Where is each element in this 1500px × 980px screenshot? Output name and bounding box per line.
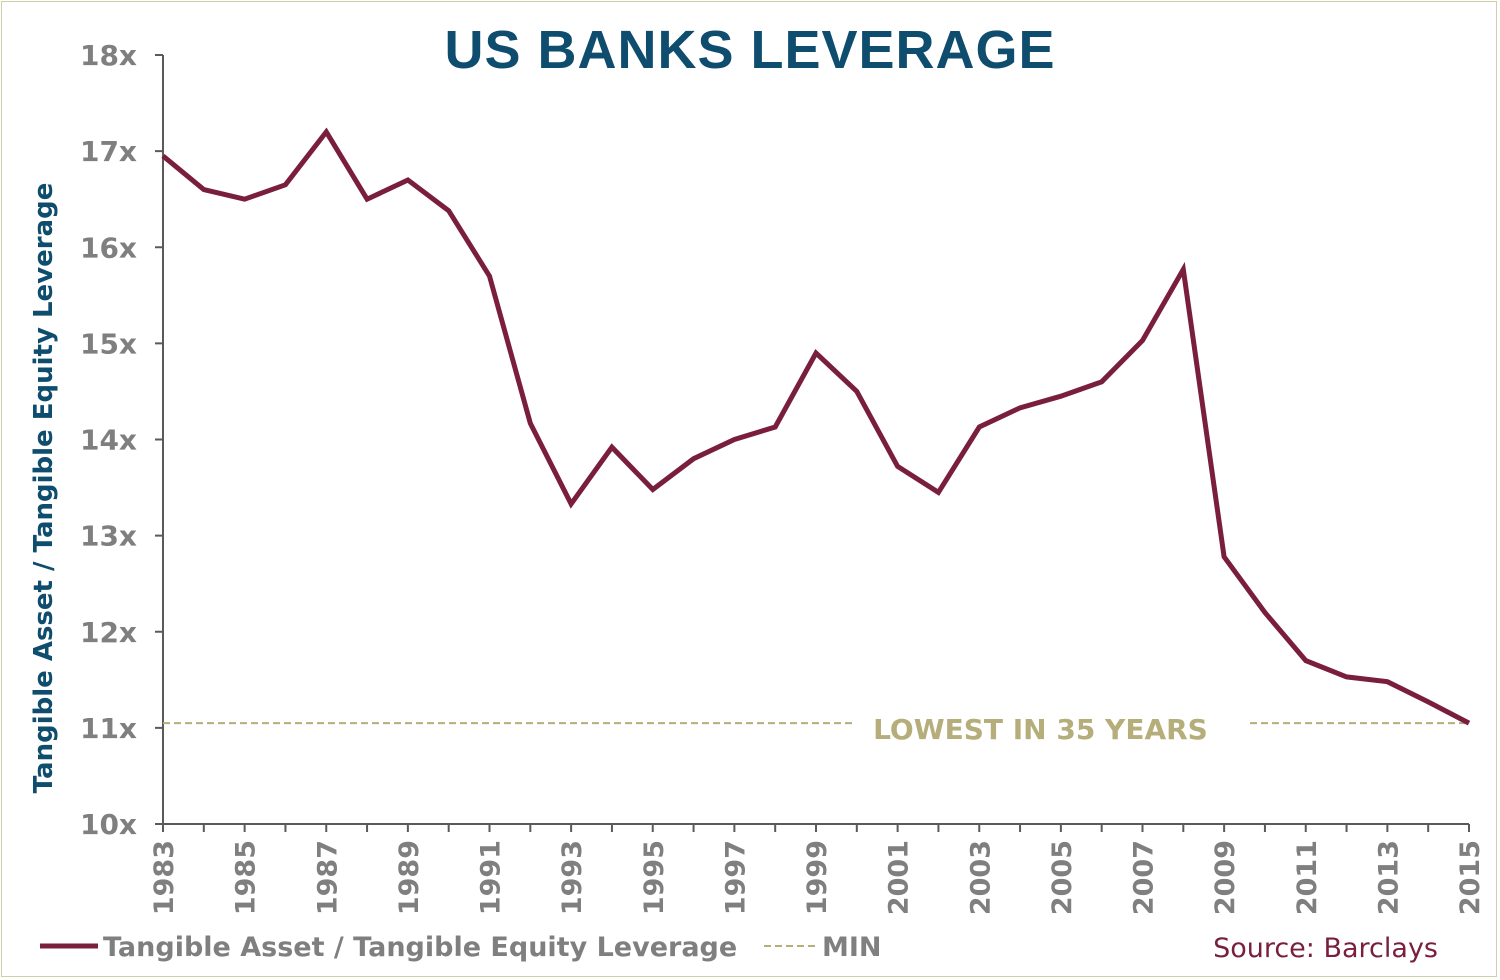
legend: Tangible Asset / Tangible Equity Leverag… (40, 932, 882, 963)
y-tick-label: 18x (80, 39, 137, 72)
x-tick-label: 1993 (557, 840, 588, 915)
legend-label-leverage: Tangible Asset / Tangible Equity Leverag… (103, 932, 737, 963)
x-tick-label: 1991 (476, 840, 507, 915)
x-tick-label: 1983 (149, 840, 180, 915)
series-line-leverage (161, 127, 1471, 726)
y-tick-label: 13x (80, 520, 137, 553)
y-tick-label: 15x (80, 327, 137, 360)
source-note: Source: Barclays (1213, 933, 1438, 964)
x-tick-label: 2011 (1292, 840, 1323, 915)
x-tick-label: 2013 (1373, 840, 1404, 915)
x-tick-label: 2005 (1047, 840, 1078, 915)
x-tick-label: 1995 (639, 840, 670, 915)
x-tick-label: 1985 (231, 840, 262, 915)
x-tick-label: 2003 (965, 840, 996, 915)
axes: 10x 11x 12x 13x 14x 15x 16x 17x 18x 1983 1985 1987 1… (80, 39, 1486, 915)
y-tick-label: 17x (80, 135, 137, 168)
y-axis-label: Tangible Asset / Tangible Equity Leverag… (29, 183, 59, 794)
x-tick-label: 1999 (802, 840, 833, 915)
y-tick-label: 10x (80, 808, 137, 841)
y-tick-label: 12x (80, 616, 137, 649)
x-tick-label: 2001 (884, 840, 915, 915)
annotation-layer: LOWEST IN 35 YEARS (873, 713, 1208, 746)
x-tick-label: 2015 (1455, 840, 1486, 915)
y-tick-label: 16x (80, 231, 137, 264)
chart-title: US BANKS LEVERAGE (444, 20, 1055, 80)
x-tick-label: 1989 (394, 840, 425, 915)
y-tick-label: 14x (80, 424, 137, 457)
annotation-lowest: LOWEST IN 35 YEARS (873, 713, 1208, 746)
x-tick-label: 1997 (720, 840, 751, 915)
series-layer (161, 127, 1471, 726)
x-tick-label: 1987 (312, 840, 343, 915)
legend-label-min: MIN (822, 932, 882, 963)
y-tick-label: 11x (80, 712, 137, 745)
x-tick-label: 2009 (1210, 840, 1241, 915)
x-tick-label: 2007 (1129, 840, 1160, 915)
